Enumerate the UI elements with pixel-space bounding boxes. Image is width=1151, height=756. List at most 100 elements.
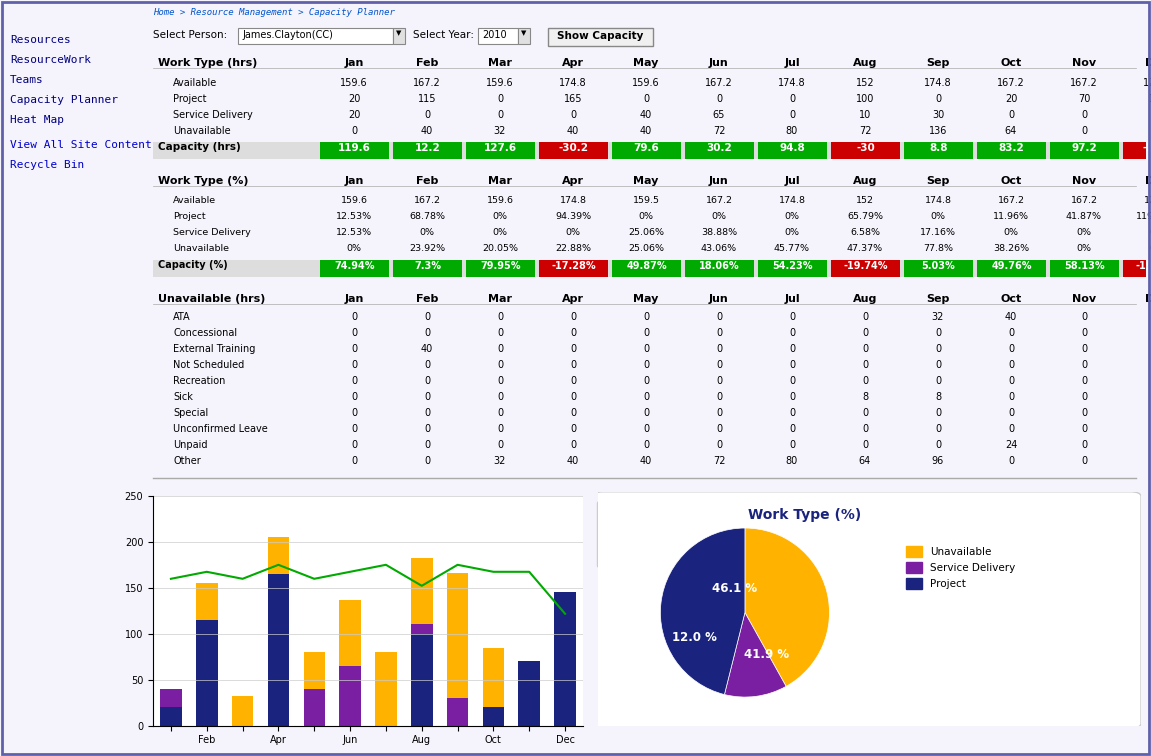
Wedge shape bbox=[745, 528, 830, 686]
Text: Jul: Jul bbox=[784, 58, 800, 68]
Text: Special: Special bbox=[173, 408, 208, 418]
Text: 12.2: 12.2 bbox=[414, 143, 441, 153]
Text: 0: 0 bbox=[788, 440, 795, 450]
Text: 46.1 %: 46.1 % bbox=[712, 582, 757, 596]
Text: 11.96%: 11.96% bbox=[993, 212, 1029, 221]
Bar bbox=[196, 583, 218, 620]
Available bbox=[272, 560, 285, 569]
Text: Jan: Jan bbox=[344, 176, 364, 186]
Text: 127.6: 127.6 bbox=[483, 143, 517, 153]
Text: 72: 72 bbox=[712, 456, 725, 466]
Text: 40: 40 bbox=[567, 456, 579, 466]
Text: Show Capacity: Show Capacity bbox=[557, 31, 643, 41]
Bar bbox=[375, 652, 397, 726]
Text: 0: 0 bbox=[788, 424, 795, 434]
Bar bbox=[977, 260, 1046, 277]
Bar bbox=[555, 592, 576, 726]
Text: 167.2: 167.2 bbox=[998, 196, 1024, 205]
Text: 40: 40 bbox=[640, 110, 653, 120]
Text: 32: 32 bbox=[494, 126, 506, 136]
Bar bbox=[392, 260, 462, 277]
Text: 0: 0 bbox=[1081, 110, 1087, 120]
Text: 0: 0 bbox=[497, 440, 503, 450]
Text: 0: 0 bbox=[716, 392, 722, 402]
Text: 0: 0 bbox=[351, 126, 357, 136]
Text: 0: 0 bbox=[351, 440, 357, 450]
Text: 12.53%: 12.53% bbox=[336, 228, 372, 237]
Text: 0: 0 bbox=[788, 360, 795, 370]
Text: 0: 0 bbox=[862, 312, 868, 322]
Text: 0%: 0% bbox=[785, 228, 800, 237]
Text: 30: 30 bbox=[932, 110, 944, 120]
Text: 45.77%: 45.77% bbox=[773, 244, 810, 253]
Text: 2010: 2010 bbox=[482, 30, 506, 40]
Bar bbox=[759, 142, 828, 159]
Text: 0: 0 bbox=[1008, 328, 1014, 338]
Text: 119.6: 119.6 bbox=[338, 143, 371, 153]
Text: 0: 0 bbox=[1008, 344, 1014, 354]
Text: 0: 0 bbox=[497, 392, 503, 402]
Text: 0: 0 bbox=[570, 392, 576, 402]
Text: Recycle Bin: Recycle Bin bbox=[10, 160, 84, 170]
Text: 0: 0 bbox=[351, 344, 357, 354]
Text: Service Delivery: Service Delivery bbox=[173, 228, 251, 237]
Text: 0: 0 bbox=[1081, 360, 1087, 370]
Text: 121.6: 121.6 bbox=[1143, 196, 1151, 205]
Text: 0: 0 bbox=[716, 344, 722, 354]
Text: Capacity (%): Capacity (%) bbox=[158, 260, 228, 270]
Text: 80: 80 bbox=[786, 456, 798, 466]
Text: 40: 40 bbox=[1005, 312, 1017, 322]
Text: Unpaid: Unpaid bbox=[173, 440, 207, 450]
Text: 136: 136 bbox=[929, 126, 947, 136]
Text: Teams: Teams bbox=[10, 75, 44, 85]
Text: Work Type (%): Work Type (%) bbox=[158, 176, 249, 186]
Text: 0: 0 bbox=[788, 376, 795, 386]
Text: 0: 0 bbox=[497, 94, 503, 104]
Text: 0: 0 bbox=[862, 440, 868, 450]
Text: 0: 0 bbox=[570, 360, 576, 370]
Bar bbox=[447, 698, 468, 726]
Text: Select Year:: Select Year: bbox=[413, 30, 474, 40]
Bar bbox=[1050, 260, 1119, 277]
Bar bbox=[160, 708, 182, 726]
Text: 43.06%: 43.06% bbox=[701, 244, 737, 253]
Bar bbox=[1050, 142, 1119, 159]
Text: 0: 0 bbox=[424, 360, 430, 370]
Text: 0: 0 bbox=[497, 360, 503, 370]
Available bbox=[379, 560, 392, 569]
Text: 79.6: 79.6 bbox=[633, 143, 660, 153]
Text: 24: 24 bbox=[1005, 440, 1017, 450]
Text: 38.26%: 38.26% bbox=[993, 244, 1029, 253]
Text: 167.2: 167.2 bbox=[413, 196, 441, 205]
Bar bbox=[153, 260, 1136, 277]
Text: 0: 0 bbox=[497, 376, 503, 386]
Text: 77.8%: 77.8% bbox=[923, 244, 953, 253]
Text: 0%: 0% bbox=[493, 228, 508, 237]
Text: 0: 0 bbox=[862, 360, 868, 370]
Text: 0: 0 bbox=[788, 110, 795, 120]
Text: 41.87%: 41.87% bbox=[1066, 212, 1102, 221]
Text: 0: 0 bbox=[935, 344, 942, 354]
Text: 0: 0 bbox=[935, 328, 942, 338]
Text: 0: 0 bbox=[1081, 424, 1087, 434]
Text: 0: 0 bbox=[497, 312, 503, 322]
Text: Mar: Mar bbox=[488, 176, 512, 186]
Text: Unavailable: Unavailable bbox=[173, 126, 230, 136]
Text: 174.8: 174.8 bbox=[559, 78, 587, 88]
Text: 167.2: 167.2 bbox=[997, 78, 1024, 88]
Text: Available: Available bbox=[173, 78, 218, 88]
Text: ▼: ▼ bbox=[396, 30, 402, 36]
Bar bbox=[831, 142, 900, 159]
Bar bbox=[447, 573, 468, 698]
Text: 0: 0 bbox=[351, 424, 357, 434]
Text: 0: 0 bbox=[424, 328, 430, 338]
Text: 0: 0 bbox=[351, 392, 357, 402]
Text: 0: 0 bbox=[716, 360, 722, 370]
Text: 0: 0 bbox=[935, 376, 942, 386]
Text: 0: 0 bbox=[424, 408, 430, 418]
Text: 40: 40 bbox=[640, 126, 653, 136]
Text: Sep: Sep bbox=[927, 294, 950, 304]
Text: Apr: Apr bbox=[562, 294, 584, 304]
Text: 58.13%: 58.13% bbox=[1065, 261, 1105, 271]
Bar bbox=[685, 142, 754, 159]
